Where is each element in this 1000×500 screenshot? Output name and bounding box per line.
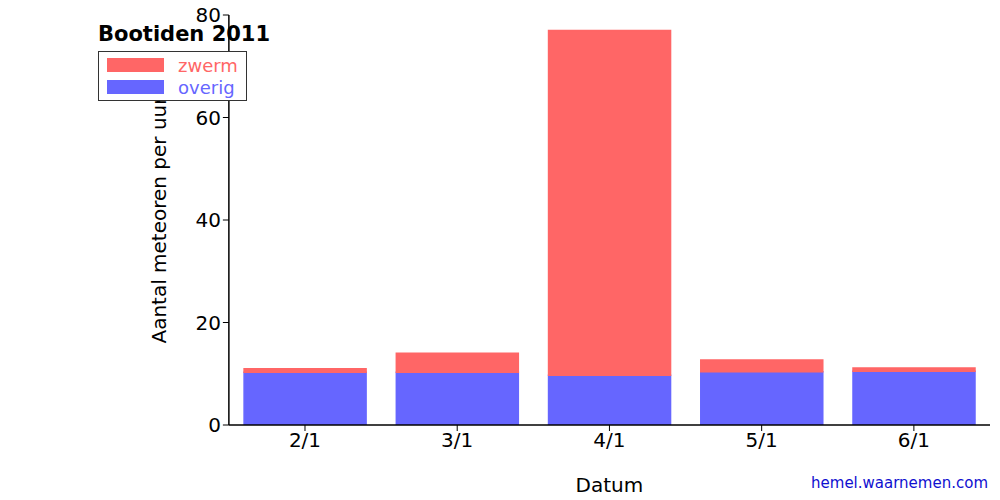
svg-text:5/1: 5/1 [746, 428, 778, 452]
svg-text:60: 60 [195, 106, 220, 130]
svg-text:Aantal meteoren per uur: Aantal meteoren per uur [147, 96, 171, 344]
svg-text:2/1: 2/1 [289, 428, 321, 452]
svg-text:20: 20 [195, 311, 220, 335]
svg-text:0: 0 [208, 413, 221, 437]
html-text:hemel.waarnemen.com: hemel.waarnemen.com [811, 474, 988, 492]
html-text:overig: overig [178, 76, 235, 98]
svg-text:40: 40 [195, 208, 220, 232]
svg-text:80: 80 [195, 3, 221, 28]
svg-text:3/1: 3/1 [441, 428, 473, 452]
html-text:Bootiden 2011: Bootiden 2011 [98, 22, 271, 46]
svg-text:6/1: 6/1 [898, 428, 930, 452]
html-text:zwerm: zwerm [178, 54, 238, 76]
svg-text:Datum: Datum [576, 473, 644, 497]
svg-text:4/1: 4/1 [593, 428, 625, 452]
